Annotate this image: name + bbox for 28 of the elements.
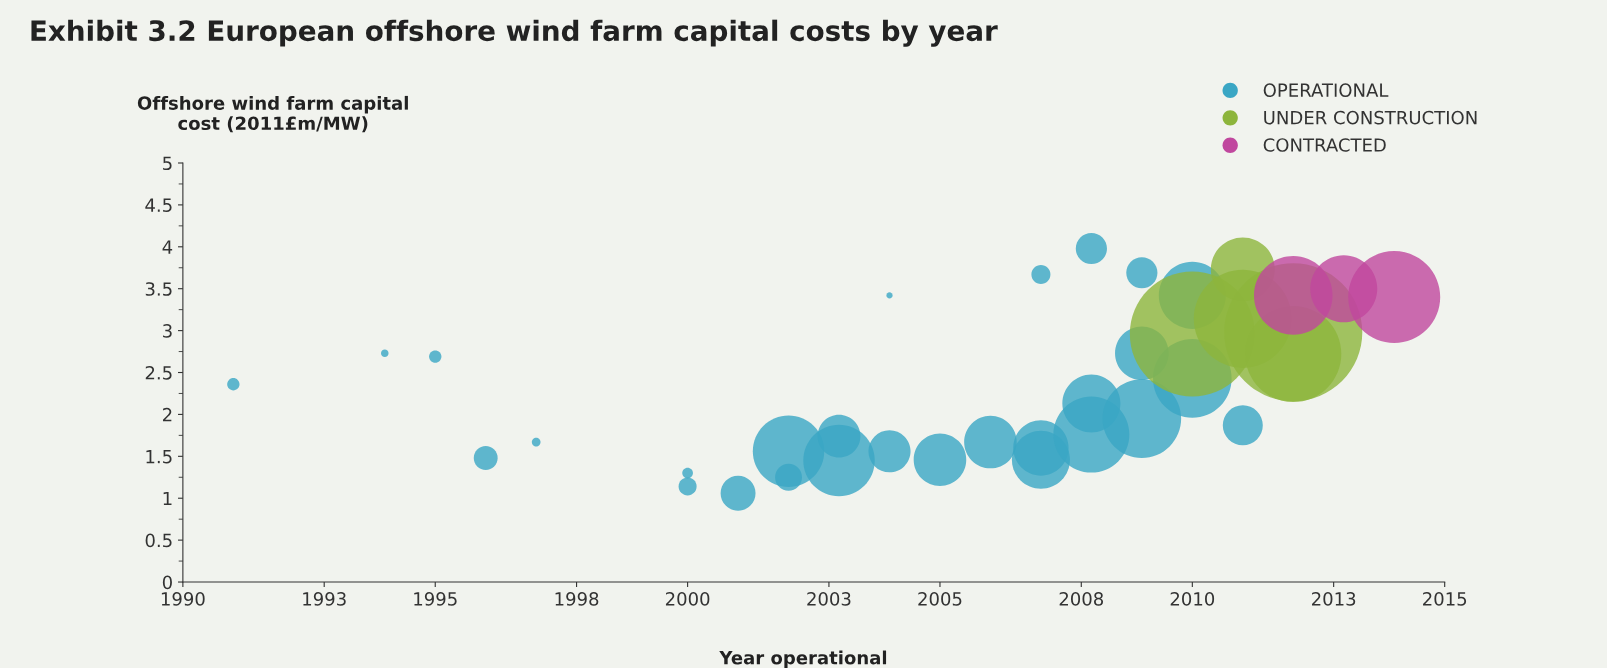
x-tick-label: 2013	[1312, 592, 1356, 606]
y-tick-label: 5	[163, 156, 172, 171]
x-tick-label: 2000	[665, 592, 710, 606]
y-axis-title: Offshore wind farm capital cost (2011£m/MW)	[137, 95, 408, 133]
x-tick-label: 1993	[303, 592, 346, 606]
y-tick-label: 4	[162, 240, 173, 254]
x-tick-label: 2010	[1170, 592, 1215, 606]
y-tick-label: 1	[163, 491, 172, 506]
y-tick-label: 0	[162, 575, 172, 590]
legend-label: UNDER CONSTRUCTION	[1264, 110, 1477, 125]
x-tick-label: 1995	[414, 592, 457, 606]
x-axis-title: Year operational	[719, 650, 887, 668]
y-tick-label: 2	[162, 407, 172, 422]
x-tick-label: 2005	[918, 592, 962, 606]
y-tick-label: 2.5	[145, 365, 172, 380]
x-tick-label: 2015	[1423, 592, 1467, 606]
chart-title: Exhibit 3.2 European offshore wind farm capital costs by year	[31, 19, 998, 47]
y-tick-label: 0.5	[145, 533, 172, 548]
y-tick-label: 3.5	[145, 282, 172, 296]
legend-label: OPERATIONAL	[1263, 83, 1389, 98]
y-tick-label: 4.5	[145, 198, 172, 213]
x-tick-label: 2008	[1059, 592, 1104, 606]
y-tick-label: 1.5	[146, 450, 172, 464]
y-tick-label: 3	[163, 324, 172, 338]
x-tick-label: 1990	[161, 592, 205, 606]
legend-label: CONTRACTED	[1263, 138, 1386, 152]
x-tick-label: 2003	[807, 592, 851, 606]
x-tick-label: 1998	[555, 592, 599, 606]
